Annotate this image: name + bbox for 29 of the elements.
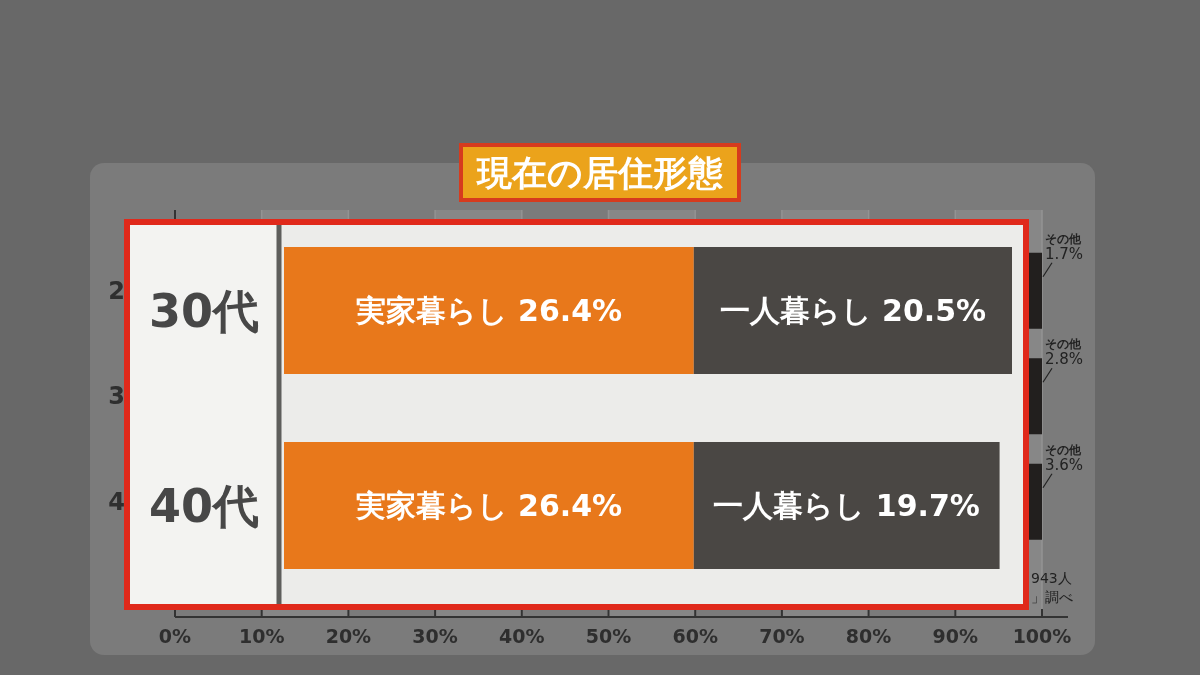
chart-title: 現在の居住形態: [476, 152, 723, 193]
x-tick-label: 40%: [499, 625, 545, 647]
x-tick-label: 0%: [158, 625, 192, 647]
x-tick-label: 90%: [932, 625, 979, 647]
data-label: 実家暮らし 26.4%: [354, 293, 623, 328]
x-tick-label: 30%: [412, 625, 458, 647]
data-label: 一人暮らし 20.5%: [719, 293, 987, 328]
data-label: 1.7%: [1045, 244, 1084, 263]
data-label: 3.6%: [1045, 455, 1084, 474]
x-tick-label: 10%: [238, 625, 285, 647]
y-tick-label: 3: [108, 382, 125, 411]
y-tick-label: 4: [108, 487, 125, 516]
x-tick-label: 70%: [759, 625, 805, 647]
text: その他: [1045, 337, 1081, 352]
y-tick-label: 40代: [148, 478, 260, 533]
y-tick-label: 2: [108, 276, 125, 305]
x-tick-label: 20%: [325, 625, 372, 647]
data-label: 実家暮らし 26.4%: [354, 488, 623, 523]
x-tick-label: 50%: [585, 625, 632, 647]
x-tick-label: 60%: [672, 625, 718, 647]
annotation: 」調べ: [1031, 589, 1073, 605]
text: その他: [1045, 442, 1081, 457]
data-label: 一人暮らし 19.7%: [713, 488, 980, 523]
x-tick-label: 80%: [845, 625, 892, 647]
y-tick-label: 30代: [148, 283, 260, 338]
data-label: 2.8%: [1045, 350, 1084, 369]
series-label: その他: [1045, 231, 1082, 246]
annotation: 943人: [1031, 570, 1072, 586]
x-tick-label: 100%: [1012, 625, 1072, 647]
